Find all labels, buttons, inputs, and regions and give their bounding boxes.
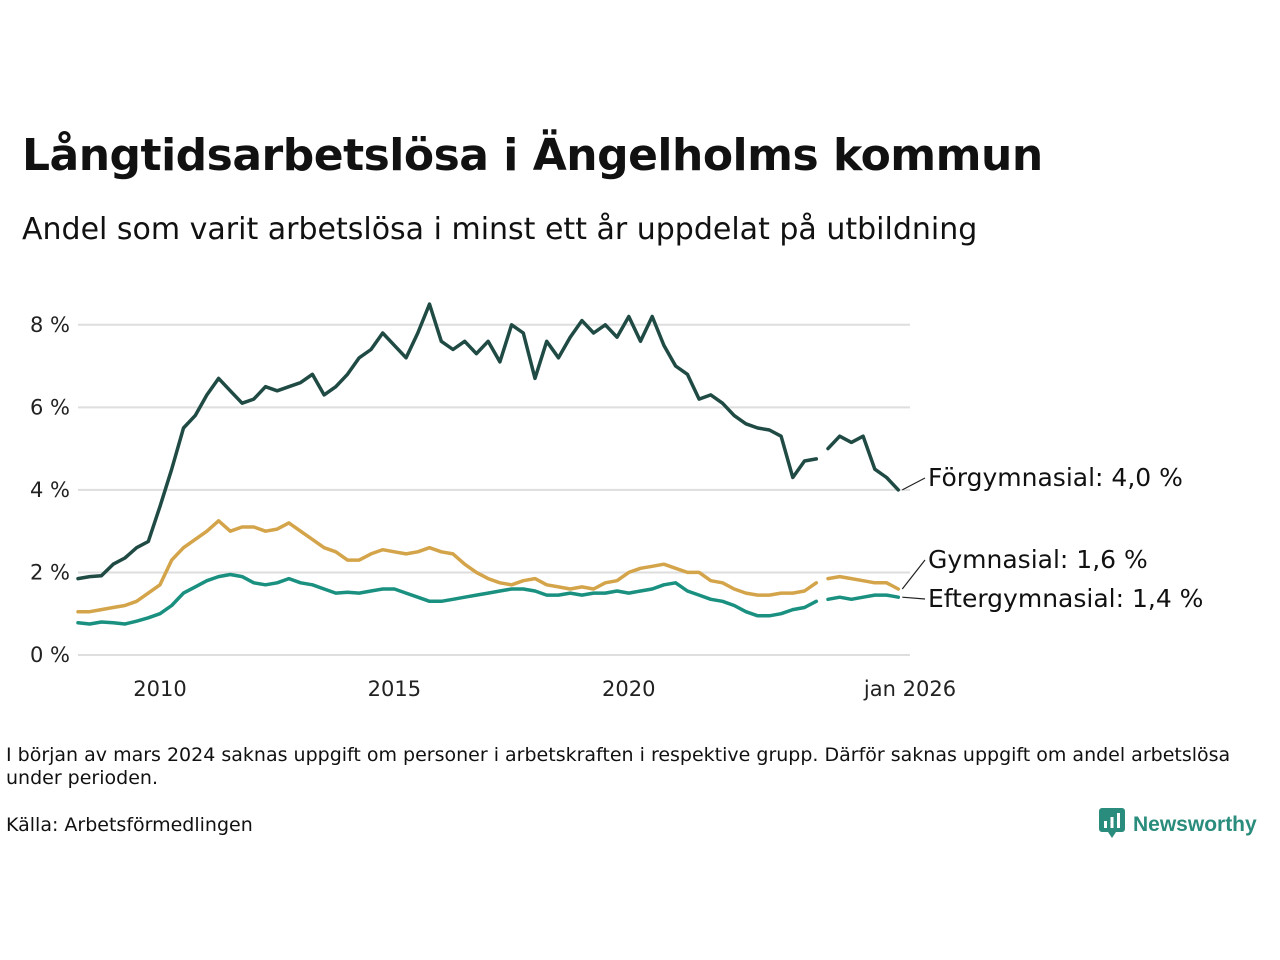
y-tick-label: 0 % [30,643,70,667]
series-line [826,434,901,492]
series-line [826,593,901,602]
chart-subtitle: Andel som varit arbetslösa i minst ett å… [22,212,978,247]
y-tick-label: 8 % [30,313,70,337]
brand-logo[interactable]: Newsworthy [1099,808,1257,842]
line-chart: 0 % 2 % 4 % 6 % 8 % 2010 2015 2020 jan 2026 För… [30,302,1203,701]
series-label: Förgymnasial: 4,0 % [928,463,1183,492]
series-line [76,572,819,626]
series-line [826,574,901,591]
x-tick-label: 2020 [602,677,655,701]
x-tick-label: 2010 [133,677,186,701]
y-tick-label: 2 % [30,560,70,584]
x-tick-label: 2015 [368,677,421,701]
x-axis: 2010 2015 2020 jan 2026 [133,677,956,701]
series-labels: Förgymnasial: 4,0 % Gymnasial: 1,6 % Efter… [901,463,1203,613]
series-line [76,302,819,581]
chart-title: Långtidsarbetslösa i Ängelholms kommun [22,130,1043,181]
label-leader-line [902,477,926,491]
series-label: Gymnasial: 1,6 % [928,545,1148,574]
y-tick-label: 4 % [30,478,70,502]
chart-grid [78,323,910,656]
newsworthy-logo-icon [1099,808,1125,842]
series-label: Eftergymnasial: 1,4 % [928,584,1203,613]
chart-note: I början av mars 2024 saknas uppgift om … [6,744,1231,789]
y-axis: 0 % 2 % 4 % 6 % 8 % [30,313,70,667]
y-tick-label: 6 % [30,395,70,419]
series-lines [76,302,901,626]
x-tick-label: jan 2026 [863,677,956,701]
brand-name: Newsworthy [1133,813,1257,836]
label-leader-line [901,559,926,590]
series-line [76,519,819,614]
source-text: Källa: Arbetsförmedlingen [6,814,253,836]
label-leader-line [902,596,926,600]
